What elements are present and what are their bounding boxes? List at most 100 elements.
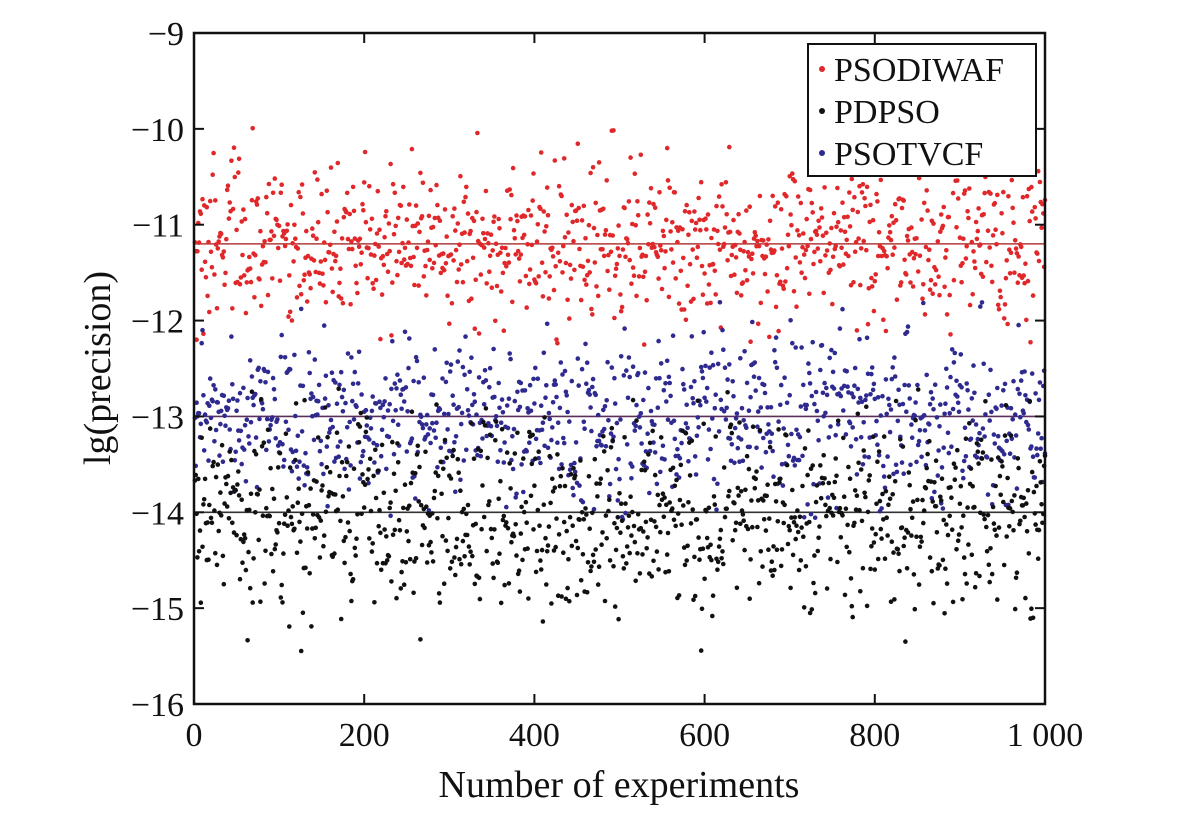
data-point (592, 456, 598, 462)
data-point (386, 434, 392, 440)
data-point (899, 205, 905, 211)
data-point (583, 236, 588, 241)
data-point (849, 176, 855, 182)
data-point (818, 259, 823, 264)
data-point (707, 365, 712, 370)
data-point (522, 388, 528, 393)
data-point (615, 246, 621, 251)
data-point (741, 249, 746, 254)
data-point (758, 300, 764, 306)
data-point (319, 191, 324, 197)
data-point (821, 453, 826, 458)
data-point (689, 334, 695, 339)
data-point (334, 401, 340, 407)
data-point (1023, 261, 1028, 267)
data-point (221, 581, 227, 587)
data-point (292, 526, 297, 532)
data-point (302, 483, 307, 488)
data-point (607, 558, 613, 563)
data-point (271, 233, 277, 239)
data-point (886, 502, 891, 508)
data-point (535, 376, 541, 382)
data-point (988, 367, 993, 373)
data-point (856, 236, 861, 241)
data-point (881, 317, 886, 323)
data-point (249, 197, 255, 203)
data-point (930, 499, 935, 504)
data-point (229, 158, 234, 163)
data-point (431, 260, 437, 266)
data-point (646, 242, 651, 247)
data-point (992, 441, 998, 446)
data-point (208, 415, 214, 421)
data-point (492, 394, 497, 400)
data-point (823, 410, 828, 416)
data-point (279, 182, 285, 187)
data-point (366, 467, 371, 472)
data-point (492, 527, 497, 532)
data-point (328, 417, 334, 423)
data-point (995, 192, 1000, 198)
data-point (591, 225, 597, 231)
data-point (730, 379, 735, 384)
data-point (374, 560, 380, 566)
data-point (239, 497, 244, 503)
data-point (213, 474, 219, 480)
data-point (959, 279, 964, 285)
data-point (589, 428, 594, 434)
data-point (501, 328, 507, 334)
data-point (474, 209, 479, 215)
data-point (559, 462, 564, 467)
data-point (223, 270, 228, 276)
data-point (554, 394, 559, 400)
data-point (567, 598, 572, 604)
data-point (247, 254, 252, 260)
data-point (764, 493, 769, 499)
data-point (909, 435, 915, 441)
data-point (345, 351, 351, 356)
data-point (993, 483, 998, 489)
data-point (216, 528, 221, 534)
data-point (416, 499, 422, 504)
data-point (624, 561, 629, 566)
data-point (341, 538, 347, 544)
data-point (1034, 446, 1039, 451)
data-point (715, 241, 721, 247)
data-point (253, 435, 259, 440)
data-point (289, 521, 295, 527)
data-point (792, 463, 798, 468)
data-point (218, 513, 224, 518)
data-point (518, 380, 524, 386)
data-point (857, 336, 862, 342)
data-point (308, 486, 313, 491)
data-point (233, 449, 238, 455)
data-point (872, 278, 878, 284)
data-point (663, 381, 668, 386)
data-point (762, 271, 768, 277)
data-point (862, 490, 867, 496)
data-point (202, 259, 208, 265)
data-point (735, 485, 741, 491)
data-point (226, 516, 232, 521)
data-point (883, 377, 889, 382)
data-point (670, 260, 676, 265)
data-point (591, 506, 597, 512)
data-point (478, 453, 484, 459)
data-point (324, 188, 330, 193)
data-point (699, 606, 705, 612)
data-point (469, 421, 474, 426)
data-point (315, 177, 320, 182)
data-point (911, 572, 917, 577)
data-point (938, 229, 943, 234)
data-point (351, 208, 357, 214)
data-point (258, 396, 264, 402)
data-point (819, 215, 825, 220)
data-point (309, 624, 314, 629)
data-point (727, 144, 732, 150)
data-point (795, 228, 800, 233)
data-point (998, 294, 1003, 300)
data-point (587, 270, 592, 275)
data-point (504, 403, 510, 408)
data-point (488, 232, 494, 237)
data-point (204, 204, 210, 210)
